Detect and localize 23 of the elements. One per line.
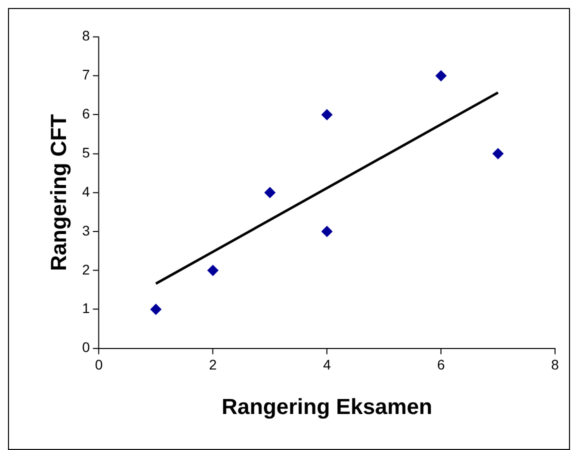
point <box>492 148 504 160</box>
x-tick-label: 0 <box>94 356 103 372</box>
point <box>207 264 218 276</box>
x-tick-label: 8 <box>551 356 560 372</box>
x-axis-title: Rangering Eksamen <box>222 394 432 420</box>
y-tick-label: 4 <box>82 183 90 200</box>
y-tick-label: 8 <box>82 28 90 44</box>
x-tick-label: 4 <box>323 356 332 372</box>
y-tick-label: 2 <box>82 261 90 278</box>
y-tick-label: 0 <box>82 339 90 356</box>
point <box>264 187 276 198</box>
y-tick-label: 5 <box>82 144 90 160</box>
y-tick-label: 7 <box>82 66 90 83</box>
x-tick-label: 2 <box>209 356 218 372</box>
point <box>150 304 162 315</box>
y-tick-label: 3 <box>82 222 90 238</box>
y-tick-label: 1 <box>82 300 90 316</box>
point <box>321 226 332 237</box>
x-tick-label: 6 <box>437 356 446 372</box>
y-axis-title: Rangering CFT <box>46 113 72 272</box>
y-tick-label: 6 <box>82 106 90 122</box>
point <box>321 109 332 120</box>
point <box>436 70 446 82</box>
